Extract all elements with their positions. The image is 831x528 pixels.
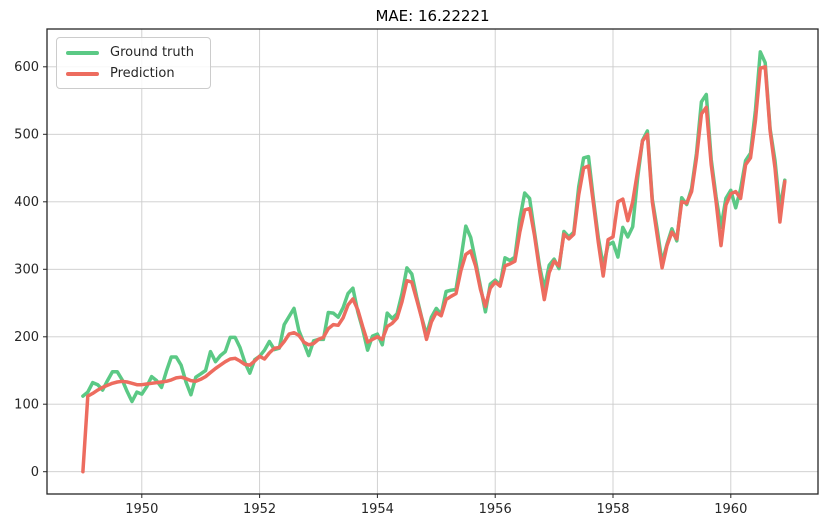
x-tick-label: 1954: [361, 502, 394, 517]
y-tick-label: 600: [14, 60, 39, 75]
y-tick-label: 300: [14, 263, 39, 278]
x-tick-label: 1950: [125, 502, 158, 517]
legend-label-ground-truth: Ground truth: [110, 45, 194, 60]
legend-item-ground-truth: Ground truth: [66, 46, 194, 59]
y-tick-label: 500: [14, 128, 39, 143]
legend-label-prediction: Prediction: [110, 66, 175, 81]
axes-border: [46, 28, 819, 495]
x-tick-label: 1956: [479, 502, 512, 517]
legend-item-prediction: Prediction: [66, 67, 194, 80]
y-tick-label: 100: [14, 398, 39, 413]
chart-title: MAE: 16.22221: [375, 7, 490, 25]
x-tick-label: 1958: [596, 502, 629, 517]
prediction-line-swatch: [66, 71, 99, 76]
x-tick-label: 1960: [714, 502, 747, 517]
ground-truth-line-swatch: [66, 50, 99, 55]
y-tick-label: 400: [14, 195, 39, 210]
legend: Ground truth Prediction: [56, 37, 211, 89]
y-tick-label: 0: [31, 465, 39, 480]
prediction-line: [81, 65, 787, 474]
y-tick-label: 200: [14, 330, 39, 345]
x-tick-label: 1952: [243, 502, 276, 517]
